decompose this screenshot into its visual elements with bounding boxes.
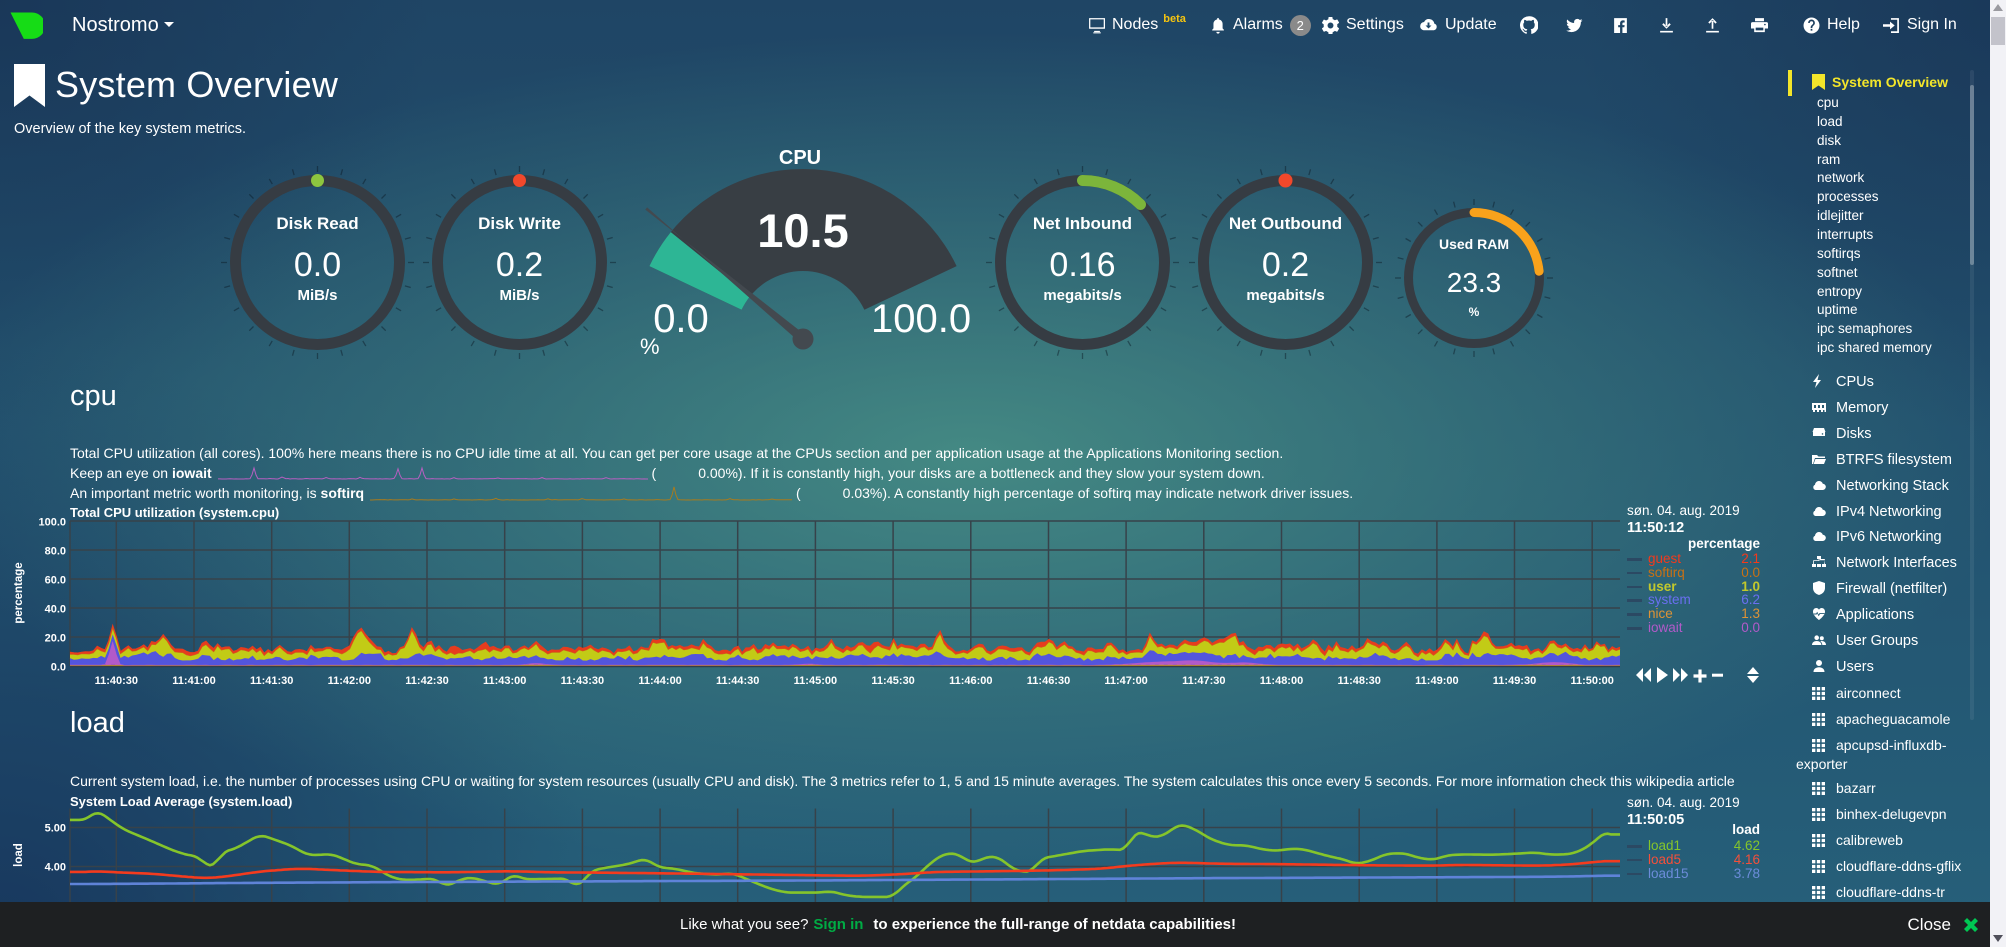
- svg-text:11:42:30: 11:42:30: [405, 675, 448, 687]
- svg-text:11:43:00: 11:43:00: [483, 675, 526, 687]
- svg-text:11:45:30: 11:45:30: [871, 675, 914, 687]
- svg-text:20.0: 20.0: [45, 633, 66, 645]
- svg-text:40.0: 40.0: [45, 604, 66, 616]
- svg-text:80.0: 80.0: [45, 546, 66, 558]
- svg-text:11:48:30: 11:48:30: [1337, 675, 1380, 687]
- svg-text:load: load: [13, 843, 25, 867]
- svg-text:11:41:00: 11:41:00: [172, 675, 215, 687]
- svg-text:5.00: 5.00: [45, 823, 66, 835]
- svg-text:11:47:00: 11:47:00: [1104, 675, 1147, 687]
- svg-text:60.0: 60.0: [45, 575, 66, 587]
- svg-text:0.0: 0.0: [51, 662, 66, 674]
- svg-text:11:45:00: 11:45:00: [794, 675, 837, 687]
- svg-text:11:43:30: 11:43:30: [561, 675, 604, 687]
- svg-text:4.00: 4.00: [45, 862, 66, 874]
- svg-text:percentage: percentage: [13, 562, 25, 623]
- svg-text:11:46:30: 11:46:30: [1027, 675, 1070, 687]
- svg-text:11:48:00: 11:48:00: [1260, 675, 1303, 687]
- svg-text:100.0: 100.0: [38, 517, 66, 529]
- svg-text:11:41:30: 11:41:30: [250, 675, 293, 687]
- svg-text:11:44:30: 11:44:30: [716, 675, 759, 687]
- svg-text:11:46:00: 11:46:00: [949, 675, 992, 687]
- svg-text:11:44:00: 11:44:00: [638, 675, 681, 687]
- svg-text:11:40:30: 11:40:30: [95, 675, 138, 687]
- svg-text:11:50:00: 11:50:00: [1570, 675, 1613, 687]
- svg-text:11:47:30: 11:47:30: [1182, 675, 1225, 687]
- svg-text:11:42:00: 11:42:00: [328, 675, 371, 687]
- svg-text:11:49:30: 11:49:30: [1493, 675, 1536, 687]
- svg-text:11:49:00: 11:49:00: [1415, 675, 1458, 687]
